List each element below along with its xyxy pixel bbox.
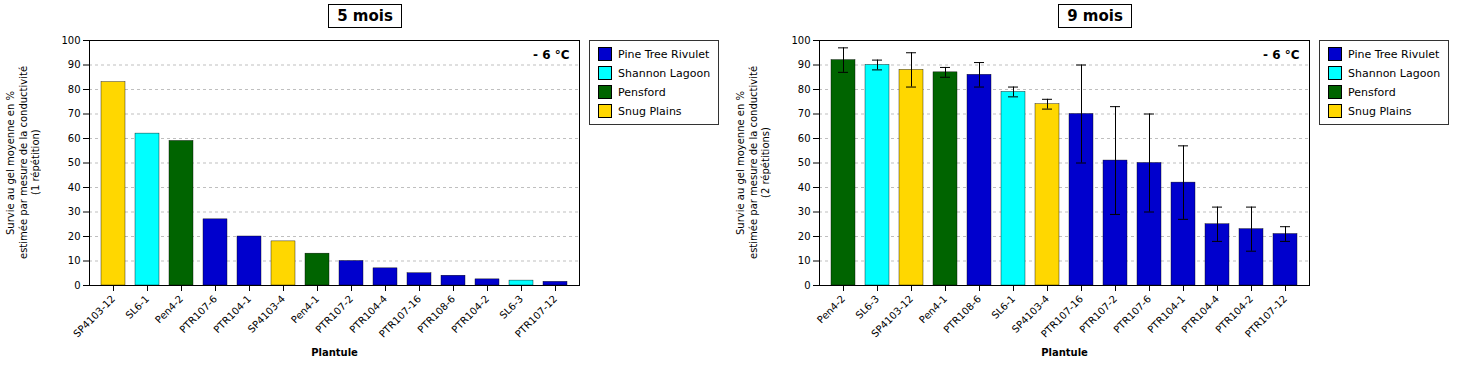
svg-text:SP4103-12: SP4103-12 (71, 293, 117, 339)
svg-text:60: 60 (798, 133, 811, 144)
svg-text:60: 60 (68, 133, 81, 144)
svg-text:PTR108-6: PTR108-6 (415, 293, 458, 336)
svg-text:50: 50 (68, 157, 81, 168)
svg-text:SL6-3: SL6-3 (853, 293, 881, 321)
svg-text:Pen4-1: Pen4-1 (917, 293, 949, 325)
svg-text:PTR104-1: PTR104-1 (1145, 293, 1188, 336)
svg-text:PTR104-2: PTR104-2 (449, 293, 491, 335)
html-text:Pine Tree Rivulet: Pine Tree Rivulet (1348, 47, 1440, 61)
svg-text:PTR104-1: PTR104-1 (211, 293, 254, 336)
svg-text:SL6-1: SL6-1 (989, 293, 1017, 321)
svg-text:- 6 °C: - 6 °C (533, 48, 570, 62)
svg-text:Plantule: Plantule (1041, 347, 1088, 358)
svg-text:PTR107-6: PTR107-6 (177, 293, 220, 336)
svg-text:30: 30 (68, 206, 81, 217)
html-text:Pensford: Pensford (1348, 85, 1396, 99)
html-text:Pensford: Pensford (618, 85, 666, 99)
svg-text:Pen4-2: Pen4-2 (815, 293, 847, 325)
html-text:Pine Tree Rivulet: Pine Tree Rivulet (618, 47, 710, 61)
svg-text:10: 10 (798, 255, 811, 266)
html-text:5 mois: 5 mois (337, 7, 393, 25)
svg-text:SP4103-12: SP4103-12 (869, 293, 915, 339)
svg-text:PTR108-6: PTR108-6 (941, 293, 983, 335)
svg-text:SL6-1: SL6-1 (123, 293, 151, 321)
svg-text:PTR104-2: PTR104-2 (1213, 293, 1256, 336)
svg-text:PTR107-12: PTR107-12 (513, 293, 559, 339)
svg-text:0: 0 (804, 280, 810, 291)
svg-text:30: 30 (798, 206, 811, 217)
svg-text:90: 90 (68, 59, 81, 70)
svg-text:PTR107-16: PTR107-16 (1039, 293, 1085, 339)
svg-text:Pen4-1: Pen4-1 (289, 293, 321, 325)
svg-text:20: 20 (798, 231, 811, 242)
html-text:Snug Plains: Snug Plains (618, 104, 682, 118)
html-text:Shannon Lagoon: Shannon Lagoon (1348, 66, 1441, 80)
svg-text:70: 70 (68, 108, 81, 119)
svg-text:70: 70 (798, 108, 811, 119)
svg-text:50: 50 (798, 157, 811, 168)
svg-text:SP4103-4: SP4103-4 (246, 293, 288, 335)
svg-text:PTR107-6: PTR107-6 (1111, 293, 1154, 336)
svg-text:PTR104-4: PTR104-4 (347, 293, 390, 336)
html-text:Shannon Lagoon: Shannon Lagoon (618, 66, 711, 80)
svg-text:SL6-3: SL6-3 (497, 293, 525, 321)
svg-text:20: 20 (68, 231, 81, 242)
svg-text:80: 80 (68, 84, 81, 95)
svg-text:90: 90 (798, 59, 811, 70)
svg-text:PTR107-12: PTR107-12 (1243, 293, 1289, 339)
svg-text:PTR107-2: PTR107-2 (1077, 293, 1120, 336)
svg-text:SP4103-4: SP4103-4 (1009, 293, 1052, 335)
svg-text:Plantule: Plantule (311, 347, 358, 358)
svg-text:40: 40 (798, 182, 811, 193)
html-text:Survie au gel moyenne en % est: Survie au gel moyenne en % estimée par m… (735, 66, 771, 259)
svg-text:10: 10 (68, 255, 81, 266)
html-text:Survie au gel moyenne en % est: Survie au gel moyenne en % estimée par m… (5, 66, 41, 259)
svg-text:PTR107-2: PTR107-2 (313, 293, 356, 336)
html-text:Snug Plains: Snug Plains (1348, 104, 1412, 118)
svg-text:0: 0 (74, 280, 80, 291)
svg-text:PTR104-4: PTR104-4 (1179, 293, 1222, 336)
svg-text:- 6 °C: - 6 °C (1263, 48, 1300, 62)
svg-text:Pen4-2: Pen4-2 (153, 293, 185, 325)
svg-text:80: 80 (798, 84, 811, 95)
svg-text:100: 100 (791, 35, 810, 46)
html-text:9 mois: 9 mois (1067, 7, 1123, 25)
svg-text:40: 40 (68, 182, 81, 193)
svg-text:100: 100 (61, 35, 80, 46)
svg-text:PTR107-16: PTR107-16 (377, 293, 423, 339)
